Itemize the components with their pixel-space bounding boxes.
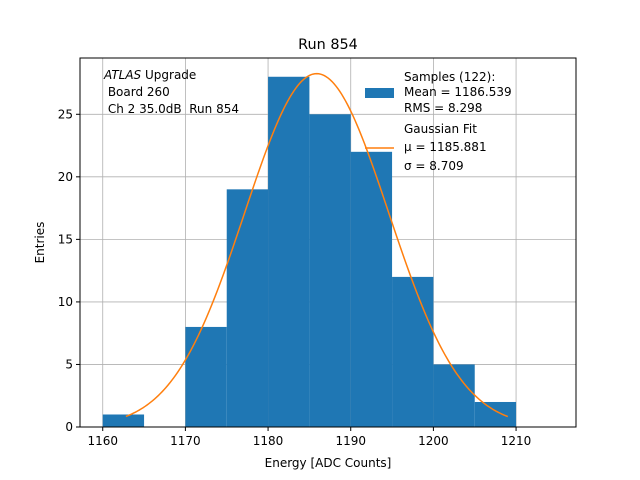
histogram-bar — [268, 76, 310, 428]
chart-title: Run 854 — [298, 37, 358, 53]
legend-fit-sigma: σ = 8.709 — [404, 159, 464, 173]
legend: Samples (122): Mean = 1186.539 RMS = 8.2… — [365, 70, 512, 173]
y-tick-label: 5 — [65, 357, 73, 371]
x-tick-label: 1160 — [87, 434, 118, 448]
histogram-bar — [350, 151, 393, 428]
x-axis-ticks: 1160 1170 1180 1190 1200 1210 — [87, 427, 531, 448]
x-tick-label: 1190 — [335, 434, 366, 448]
y-tick-label: 0 — [65, 420, 73, 434]
y-tick-label: 25 — [58, 107, 73, 121]
y-tick-label: 10 — [58, 295, 73, 309]
annotation-upgrade: Upgrade — [141, 68, 196, 82]
atlas-annotation: ATLAS Upgrade Board 260 Ch 2 35.0dB Run … — [103, 68, 239, 116]
histogram-bar — [392, 276, 434, 427]
legend-samples-swatch — [365, 88, 394, 98]
histogram-bar — [226, 189, 269, 427]
legend-fit-mu: μ = 1185.881 — [404, 140, 487, 154]
x-tick-label: 1210 — [501, 434, 532, 448]
legend-samples-header: Samples (122): — [404, 70, 495, 84]
annotation-atlas: ATLAS — [103, 68, 142, 82]
histogram-bar — [309, 114, 351, 427]
legend-samples-rms: RMS = 8.298 — [404, 101, 482, 115]
x-tick-label: 1200 — [418, 434, 449, 448]
annotation-line-3: Ch 2 35.0dB Run 854 — [104, 102, 239, 116]
y-axis-ticks: 0 5 10 15 20 25 — [58, 107, 80, 434]
annotation-line-2: Board 260 — [104, 85, 170, 99]
histogram-bar — [433, 364, 475, 427]
legend-fit-header: Gaussian Fit — [404, 122, 477, 136]
x-axis-label: Energy [ADC Counts] — [265, 456, 392, 470]
histogram-bar — [474, 401, 517, 427]
histogram-bar — [185, 326, 227, 427]
x-tick-label: 1170 — [170, 434, 201, 448]
y-tick-label: 15 — [58, 232, 73, 246]
y-axis-label: Entries — [33, 222, 47, 264]
histogram-bars — [102, 76, 517, 428]
legend-samples-mean: Mean = 1186.539 — [404, 85, 512, 99]
y-tick-label: 20 — [58, 170, 73, 184]
histogram-bar — [102, 414, 145, 427]
plot-frame — [79, 57, 577, 428]
annotation-line-1: ATLAS Upgrade — [103, 68, 196, 82]
gaussian-fit-curve — [125, 72, 509, 418]
x-tick-label: 1180 — [253, 434, 284, 448]
